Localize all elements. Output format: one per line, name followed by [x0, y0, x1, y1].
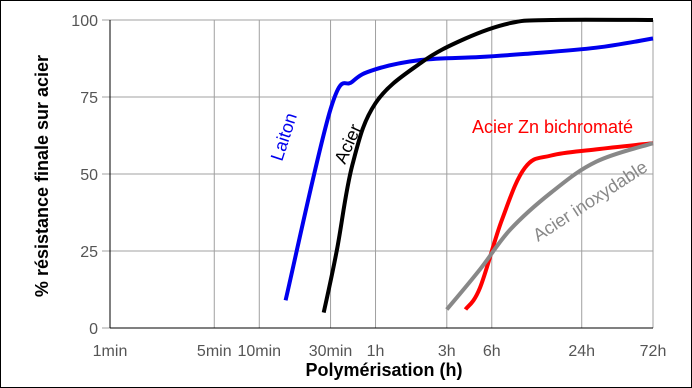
y-tick-label: 100: [71, 13, 98, 30]
x-tick-label: 1h: [367, 343, 385, 360]
x-tick-label: 24h: [568, 343, 595, 360]
x-tick-label: 72h: [640, 343, 667, 360]
x-tick-label: 6h: [483, 343, 501, 360]
series-line-laiton: [283, 36, 654, 301]
x-tick-label: 10min: [237, 343, 281, 360]
series-line-acier: [321, 17, 654, 314]
series-line-acier-inoxydable: [445, 141, 654, 311]
plot-area: [109, 20, 653, 329]
x-axis-title: Polymérisation (h): [305, 360, 462, 380]
tick-labels: 1min 5min 10min 30min 1h 3h 6h 24h 72h 0 25 50 75 100: [71, 13, 666, 360]
series-line-acier-zn-bichromate: [463, 141, 654, 311]
y-tick-label: 75: [80, 90, 98, 107]
x-tick-label: 1min: [93, 343, 128, 360]
y-tick-label: 25: [80, 244, 98, 261]
y-tick-label: 0: [89, 321, 98, 338]
series-layer: [283, 17, 654, 314]
grid: [102, 19, 654, 329]
series-label-acier-inoxydable: Acier inoxydable: [529, 157, 651, 246]
y-tick-label: 50: [80, 167, 98, 184]
x-tick-label: 5min: [197, 343, 232, 360]
series-label-acier-zn-bichromate: Acier Zn bichromaté: [472, 117, 633, 137]
y-axis-title: % résistance finale sur acier: [32, 55, 52, 297]
series-label-laiton: Laiton: [267, 110, 301, 163]
x-tick-label: 30min: [309, 343, 353, 360]
x-tick-label: 3h: [438, 343, 456, 360]
